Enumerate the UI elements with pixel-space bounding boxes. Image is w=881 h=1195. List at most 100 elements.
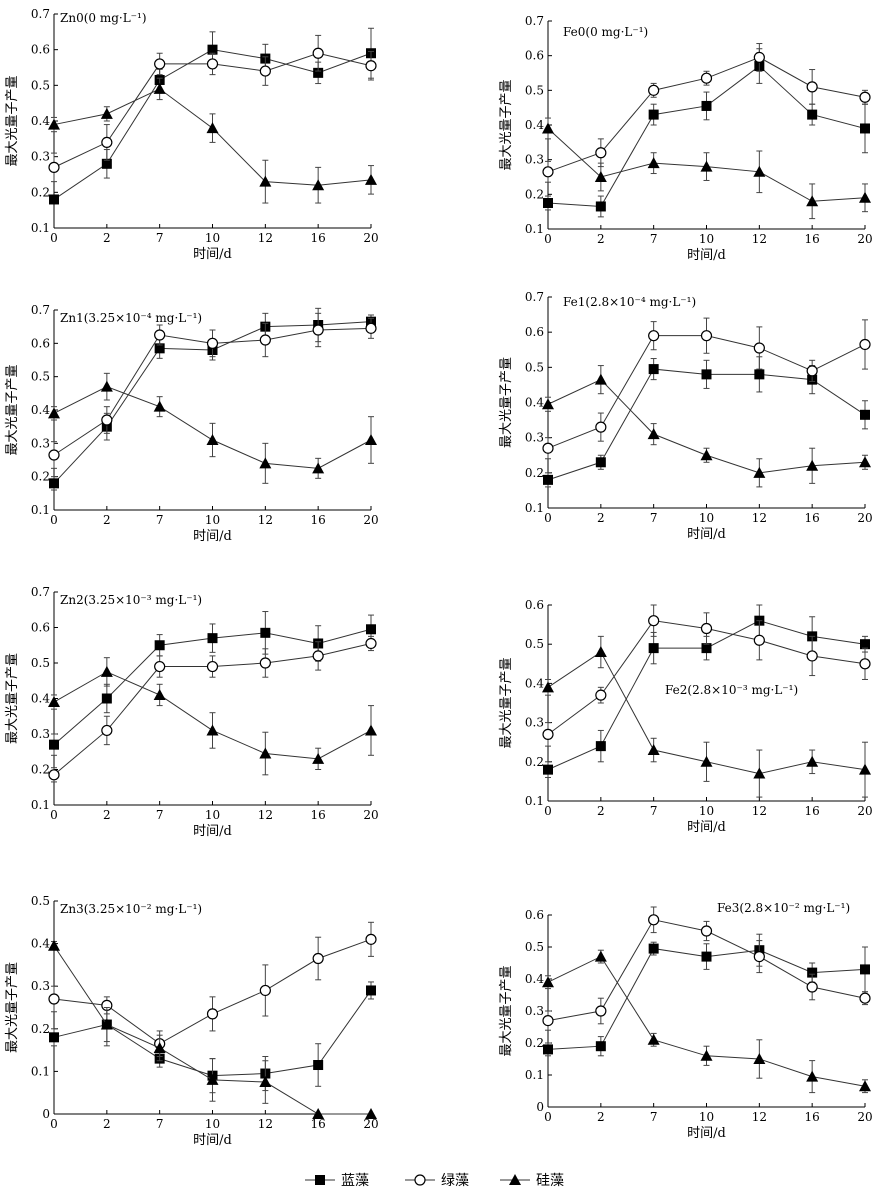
data-point-s1-p6 (859, 658, 871, 670)
y-tick-label: 0.6 (31, 621, 50, 635)
data-point-s1-p0 (48, 769, 60, 781)
data-point-s2-p6 (365, 434, 377, 445)
x-tick-label: 0 (544, 511, 552, 525)
y-tick-label: 0.6 (525, 598, 544, 612)
data-point-s2-p4 (259, 457, 272, 469)
panel-annotation: Fe2(2.8×10⁻³ mg·L⁻¹) (665, 683, 798, 697)
data-point-s1-p3 (700, 330, 713, 342)
y-tick-label: 0.1 (525, 1068, 544, 1082)
legend-item-0: 蓝藻 (305, 1173, 369, 1189)
data-point-s1-p4 (753, 950, 765, 963)
data-point-s0-p2 (154, 640, 165, 651)
data-point-s1-p2 (154, 58, 166, 70)
data-point-s1-p5 (312, 952, 324, 965)
y-tick-label: 0.4 (525, 396, 544, 410)
data-point-s2-p1 (594, 171, 607, 182)
x-tick-label: 20 (363, 231, 378, 245)
chart-panel-4: 0.1 0.2 0.3 0.4 0.5 0.6 0.7 0 2 7 10 12 16 20 时间/d 最大光量… (5, 585, 379, 839)
x-tick-label: 2 (103, 1117, 111, 1131)
x-tick-label: 16 (805, 1110, 820, 1124)
data-point-s1-p3 (700, 925, 713, 937)
y-axis-label: 最大光量子产量 (5, 75, 20, 166)
series-line-2 (547, 955, 866, 1087)
data-point-s2-p6 (859, 456, 871, 468)
y-tick-label: 0 (42, 1107, 50, 1121)
y-tick-label: 0.1 (31, 503, 50, 517)
data-point-s1-p4 (259, 65, 271, 77)
y-tick-label: 0.6 (525, 908, 544, 922)
data-point-s1-p2 (648, 914, 660, 926)
data-point-s0-p0 (543, 1044, 553, 1055)
x-tick-label: 7 (156, 231, 164, 245)
x-tick-label: 0 (544, 804, 552, 818)
series-2 (48, 77, 377, 204)
data-point-s0-p3 (701, 643, 712, 654)
series-1 (542, 906, 871, 1031)
y-tick-label: 0.7 (525, 290, 544, 304)
y-axis-label: 最大光量子产量 (5, 364, 20, 455)
data-point-s0-p0 (49, 1032, 59, 1043)
x-tick-label: 12 (752, 1110, 767, 1124)
y-tick-label: 0.3 (525, 716, 544, 730)
y-tick-label: 0.2 (525, 755, 544, 769)
series-2 (48, 372, 377, 484)
chart-panel-0: 0.1 0.2 0.3 0.4 0.5 0.6 0.7 0 2 7 10 12 16 20 时间/d 最大光量… (5, 7, 379, 262)
data-point-s2-p0 (48, 407, 60, 419)
data-point-s0-p2 (154, 343, 165, 354)
data-point-s0-p4 (260, 627, 271, 638)
x-tick-label: 16 (311, 808, 326, 822)
data-point-s1-p5 (312, 47, 324, 59)
data-point-s0-p2 (648, 943, 659, 954)
data-point-s0-p0 (543, 764, 553, 775)
series-1 (542, 604, 871, 747)
y-tick-label: 0.4 (31, 937, 50, 951)
y-tick-label: 0.1 (525, 794, 544, 808)
y-tick-label: 0.1 (31, 798, 50, 812)
y-tick-label: 0.4 (525, 972, 544, 986)
x-axis-label: 时间/d (687, 820, 726, 835)
data-point-s1-p6 (365, 933, 377, 945)
data-point-s2-p5 (806, 195, 819, 207)
data-point-s1-p1 (101, 724, 113, 737)
data-point-s2-p4 (753, 466, 766, 478)
y-tick-label: 0.6 (31, 43, 50, 57)
data-point-s2-p4 (753, 767, 766, 779)
chart-panel-2: 0.1 0.2 0.3 0.4 0.5 0.6 0.7 0 2 7 10 12 16 20 时间/d 最大光量… (5, 303, 379, 544)
data-point-s1-p3 (700, 72, 713, 84)
y-tick-label: 0.5 (31, 894, 50, 908)
data-point-s1-p5 (312, 650, 324, 662)
x-tick-label: 16 (311, 513, 326, 527)
panel-annotation: Fe1(2.8×10⁻⁴ mg·L⁻¹) (563, 295, 696, 309)
panel-annotation: Zn3(3.25×10⁻² mg·L⁻¹) (60, 902, 202, 916)
data-point-s2-p2 (153, 1041, 166, 1053)
x-tick-label: 2 (597, 804, 605, 818)
data-point-s2-p5 (312, 179, 325, 191)
data-point-s1-p1 (595, 1005, 607, 1017)
data-point-s0-p1 (101, 693, 112, 704)
series-0 (543, 48, 870, 218)
data-point-s2-p2 (153, 688, 166, 700)
data-point-s1-p4 (753, 634, 765, 646)
series-1 (48, 34, 377, 183)
data-point-s1-p0 (542, 728, 554, 740)
x-tick-label: 20 (363, 513, 378, 527)
data-point-s1-p4 (259, 984, 271, 997)
data-point-s2-p3 (206, 434, 219, 445)
x-tick-label: 16 (805, 511, 820, 525)
data-point-s2-p3 (700, 1049, 713, 1061)
y-tick-label: 0.2 (525, 1036, 544, 1050)
data-point-s2-p1 (100, 107, 113, 119)
chart-panel-1: 0.1 0.2 0.3 0.4 0.5 0.6 0.7 0 2 7 10 12 16 20 时间/d 最大光量… (499, 14, 873, 263)
y-tick-label: 0.7 (31, 585, 50, 599)
x-tick-label: 20 (857, 804, 872, 818)
data-point-s0-p6 (860, 409, 870, 420)
data-point-s1-p0 (542, 1014, 554, 1027)
x-tick-label: 10 (699, 232, 714, 246)
data-point-s1-p1 (595, 689, 607, 701)
data-point-s2-p2 (647, 744, 660, 756)
y-tick-label: 0.2 (525, 466, 544, 480)
data-point-s1-p3 (700, 622, 713, 635)
series-0 (543, 933, 870, 1057)
x-tick-label: 2 (597, 232, 605, 246)
data-point-s1-p6 (365, 637, 377, 650)
